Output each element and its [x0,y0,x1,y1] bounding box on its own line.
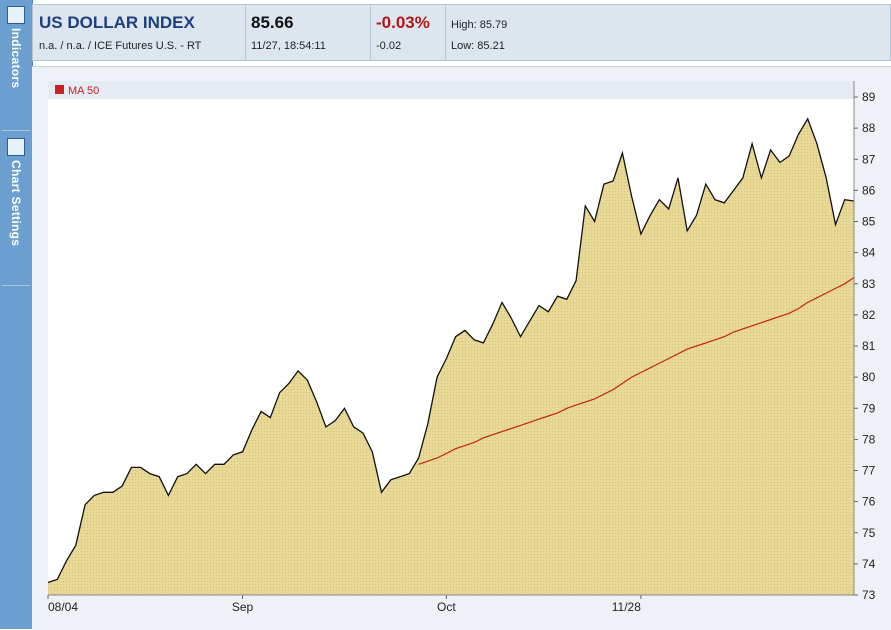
day-high: High: 85.79 [451,19,508,31]
x-tick-label: Sep [232,600,254,614]
left-sidebar: Indicators Chart Settings [0,0,33,629]
y-tick-label: 79 [862,401,876,415]
indicators-icon [7,6,25,24]
x-tick-label: 11/28 [612,600,641,614]
quote-header: US DOLLAR INDEX n.a. / n.a. / ICE Future… [32,4,891,61]
chart-settings-tab-label: Chart Settings [9,160,23,247]
y-tick-label: 73 [862,588,876,602]
y-tick-label: 74 [862,557,876,571]
y-tick-label: 87 [862,152,876,166]
legend-swatch [55,85,64,94]
y-tick-label: 75 [862,526,876,540]
y-tick-label: 80 [862,370,876,384]
price-line [47,117,855,584]
high-low-cell: High: 85.79 Low: 85.21 [445,5,885,60]
chart-settings-icon [7,138,25,156]
last-price: 85.66 [251,13,294,32]
price-area [48,118,854,596]
sidebar-divider [2,285,30,286]
chart-panel: 73 74 75 76 77 78 79 80 81 82 83 84 85 86 87 88 89 08/04… [32,66,891,630]
x-tick-label: Oct [437,600,456,614]
ma50-line [418,277,855,465]
instrument-cell: US DOLLAR INDEX n.a. / n.a. / ICE Future… [33,5,246,60]
y-tick-label: 77 [862,464,876,478]
y-tick-label: 76 [862,495,876,509]
y-tick-label: 78 [862,432,876,446]
instrument-subtitle: n.a. / n.a. / ICE Futures U.S. - RT [39,40,202,52]
change-cell: -0.03% -0.02 [370,5,446,60]
chart-settings-tab[interactable]: Chart Settings [2,134,30,246]
sidebar-divider [2,130,30,131]
y-tick-label: 84 [862,246,876,260]
x-tick-label: 08/04 [48,600,78,614]
indicators-tab-label: Indicators [9,28,23,89]
indicators-tab[interactable]: Indicators [2,2,30,88]
last-price-cell: 85.66 11/27, 18:54:11 [245,5,371,60]
y-tick-label: 89 [862,90,876,104]
instrument-title: US DOLLAR INDEX [39,13,195,32]
quote-time: 11/27, 18:54:11 [251,40,326,52]
change-absolute: -0.02 [376,40,402,52]
y-tick-label: 86 [862,183,876,197]
y-tick-label: 85 [862,215,876,229]
y-tick-label: 88 [862,121,876,135]
y-tick-label: 82 [862,308,876,322]
change-percent: -0.03% [376,13,430,32]
y-tick-label: 81 [862,339,876,353]
legend-bar [48,81,854,99]
price-chart: 73 74 75 76 77 78 79 80 81 82 83 84 85 86 87 88 89 08/04… [47,81,876,614]
day-low: Low: 85.21 [451,40,505,52]
y-tick-label: 83 [862,277,876,291]
legend-label: MA 50 [68,85,99,97]
